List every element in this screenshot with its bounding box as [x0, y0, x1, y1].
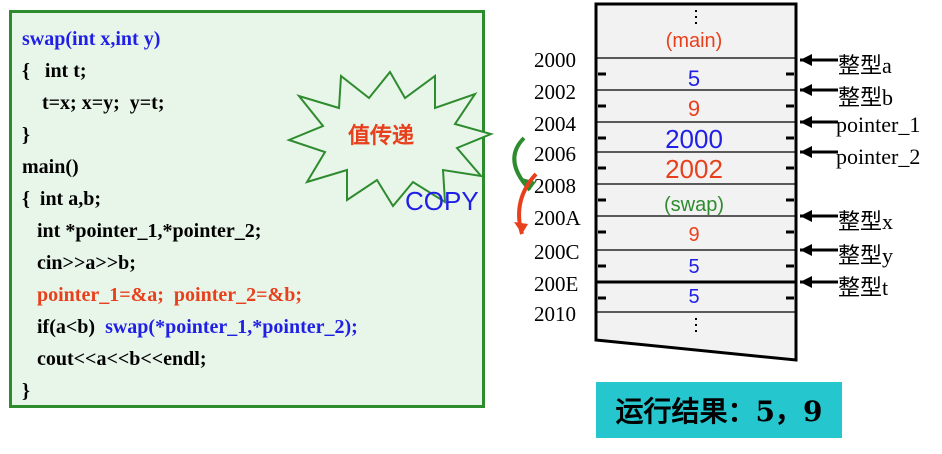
copy-label: COPY: [405, 186, 479, 216]
code-line-12: }: [22, 380, 30, 402]
value-b: 9: [687, 96, 701, 121]
value-a: 5: [687, 66, 701, 91]
label-int-t: 整型t: [838, 275, 889, 300]
address-2008: 2008: [534, 174, 576, 198]
code-line-7: int *pointer_1,*pointer_2;: [22, 220, 262, 242]
value-pointer-1: 2000: [665, 124, 723, 154]
label-int-x: 整型x: [838, 209, 894, 234]
label-int-b: 整型b: [838, 85, 894, 110]
value-t: 5: [688, 286, 700, 308]
value-pass-starburst: [286, 70, 495, 208]
code-line-10-main: if(a<b): [22, 316, 106, 338]
value-pass-label: 值传递: [348, 124, 415, 149]
label-int-a: 整型a: [838, 53, 892, 78]
copy-arrows: [512, 136, 538, 235]
address-2006: 2006: [534, 142, 576, 166]
code-line-1: swap(int x,int y): [22, 28, 161, 50]
code-line-9: pointer_1=&a; pointer_2=&b;: [22, 284, 302, 306]
code-panel: swap(int x,int y) { int t; t=x; x=y; y=t…: [9, 10, 485, 408]
address-2002: 2002: [534, 80, 576, 104]
address-200a: 200A: [534, 206, 581, 230]
code-line-2: { int t;: [22, 60, 87, 82]
result-box: 运行结果：5，9: [596, 382, 842, 438]
label-pointer-1: pointer_1: [836, 112, 921, 137]
address-2000: 2000: [534, 48, 576, 72]
code-line-8: cin>>a>>b;: [22, 252, 136, 274]
code-line-4: }: [22, 124, 30, 146]
code-line-5: main(): [22, 156, 79, 178]
value-x: 9: [688, 224, 700, 246]
address-200c: 200C: [534, 240, 580, 264]
address-2010: 2010: [534, 302, 576, 326]
code-line-11: cout<<a<<b<<endl;: [22, 348, 207, 370]
code-line-10: if(a<b) swap(*pointer_1,*pointer_2);: [22, 315, 358, 339]
address-200e: 200E: [534, 272, 579, 296]
value-y: 5: [688, 256, 700, 278]
code-line-3: t=x; x=y; y=t;: [22, 92, 165, 114]
code-line-6: { int a,b;: [22, 188, 102, 210]
address-2004: 2004: [534, 112, 576, 136]
label-pointer-2: pointer_2: [836, 144, 921, 169]
memory-diagram: [594, 2, 838, 362]
section-main-label: (main): [665, 30, 723, 52]
label-int-y: 整型y: [838, 243, 894, 268]
section-swap-label: (swap): [663, 194, 724, 216]
value-pointer-2: 2002: [665, 154, 723, 184]
code-line-10-swap-call: swap(*pointer_1,*pointer_2);: [105, 316, 358, 338]
